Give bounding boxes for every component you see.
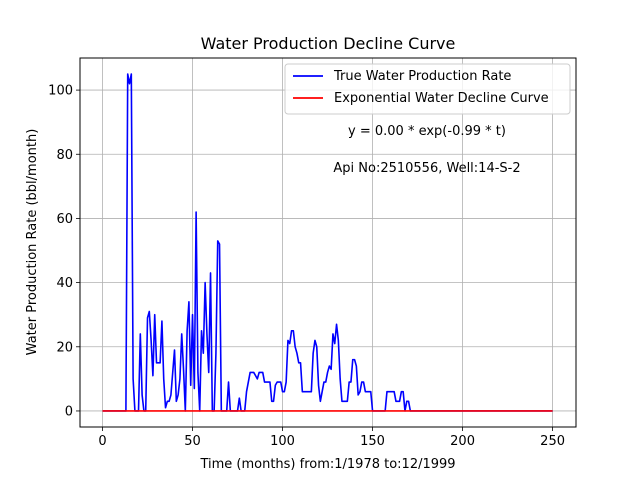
y-tick-label: 0 xyxy=(65,404,73,419)
y-tick-label: 100 xyxy=(48,84,73,99)
x-tick-label: 100 xyxy=(270,434,295,449)
legend: True Water Production Rate Exponential W… xyxy=(284,63,571,115)
legend-box xyxy=(284,63,571,115)
y-tick-label: 80 xyxy=(56,148,73,163)
y-tick-label: 60 xyxy=(56,212,73,227)
well-annotation: Api No:2510556, Well:14-S-2 xyxy=(333,161,520,176)
x-tick-label: 150 xyxy=(360,434,385,449)
y-axis-label: Water Production Rate (bbl/month) xyxy=(25,129,40,356)
x-axis-label: Time (months) from:1/1978 to:12/1999 xyxy=(199,457,455,472)
x-tick-label: 0 xyxy=(98,434,106,449)
ticks: 0 50 100 150 200 250 0 20 40 60 80 100 xyxy=(48,84,565,449)
series-layer xyxy=(102,73,553,412)
equation-annotation: y = 0.00 * exp(-0.99 * t) xyxy=(348,124,506,139)
legend-label-exponential-curve: Exponential Water Decline Curve xyxy=(334,91,549,106)
y-tick-label: 40 xyxy=(56,276,73,291)
chart-title: Water Production Decline Curve xyxy=(201,34,456,53)
x-tick-label: 50 xyxy=(184,434,201,449)
x-tick-label: 200 xyxy=(450,434,475,449)
y-tick-label: 20 xyxy=(56,340,73,355)
x-tick-label: 250 xyxy=(540,434,565,449)
plot-frame xyxy=(79,57,577,428)
legend-label-true-rate: True Water Production Rate xyxy=(333,69,511,84)
series-line-true-rate xyxy=(102,73,553,412)
